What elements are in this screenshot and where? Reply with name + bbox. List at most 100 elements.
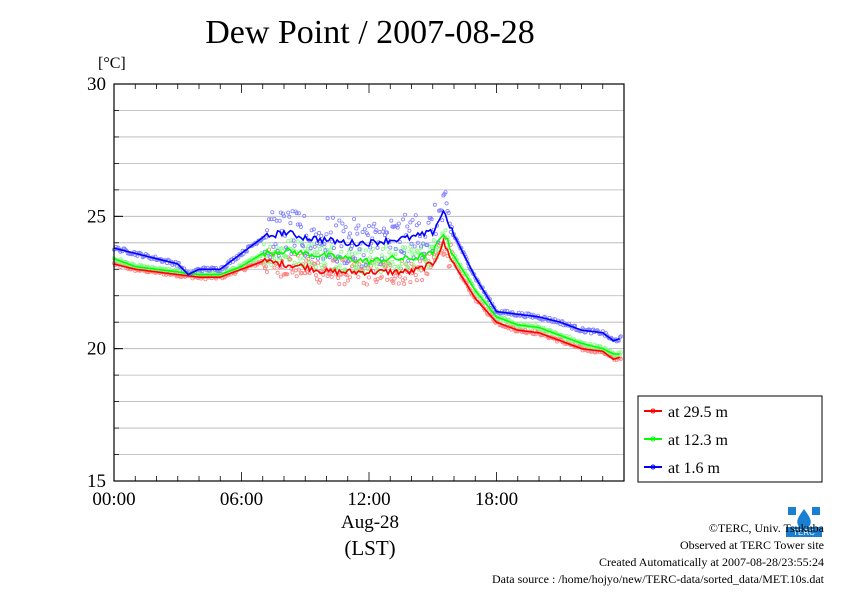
data-point [339,244,344,249]
data-point [353,256,358,261]
data-point [432,202,437,207]
data-point [323,262,328,267]
data-point [361,253,366,258]
data-point [329,274,334,279]
data-point [271,244,276,249]
data-point [405,224,410,229]
data-point [318,241,323,246]
data-point [298,224,303,229]
plot-frame [113,83,625,482]
data-point [393,246,398,251]
data-point [362,227,367,232]
legend-swatch-marker [650,464,656,470]
data-point [375,245,380,250]
data-point [334,223,339,228]
data-point [318,247,323,252]
data-point [355,231,360,236]
data-point [270,210,275,215]
data-point [396,281,401,286]
data-point [296,267,301,272]
data-point [379,253,384,258]
data-point [396,221,401,226]
data-point [353,251,358,256]
data-point [402,250,407,255]
data-point [400,245,405,250]
data-point [296,211,301,216]
data-point [328,230,333,235]
y-tick-label: 25 [87,206,106,227]
data-point [426,220,431,225]
data-point [355,263,360,268]
data-point [393,273,398,278]
data-point [417,259,422,264]
data-point [444,201,449,206]
data-point [423,234,428,239]
data-point [342,261,347,266]
data-point [368,245,373,250]
data-point [268,255,273,260]
data-point [290,270,295,275]
data-point [371,246,376,251]
data-point [380,229,385,234]
data-point [335,259,340,264]
data-point [346,235,351,240]
data-point [343,225,348,230]
data-point [325,216,330,221]
data-point [393,252,398,257]
data-point [262,261,267,266]
data-point [288,221,293,226]
series-line-0 [113,237,621,361]
data-point [328,248,333,253]
x-axis-unit-label: (LST) [344,536,396,560]
legend-box [637,395,823,483]
data-point [379,274,384,279]
data-point [313,265,318,270]
data-point [331,245,336,250]
data-point [373,277,378,282]
data-point [431,238,436,243]
data-point [429,217,434,222]
data-point [321,256,326,261]
x-tick-label: 00:00 [92,489,135,510]
data-point [294,274,299,279]
data-point [403,245,408,250]
data-point [323,248,328,253]
data-point [374,264,379,269]
x-tick-label: 12:00 [347,489,390,510]
data-point [408,280,413,285]
data-point [352,216,357,221]
y-tick-label: 20 [87,339,106,360]
credit-copyright: ©TERC, Univ. Tsukuba [708,521,824,535]
y-tick-label: 15 [87,471,106,492]
data-point [443,190,448,195]
data-point [408,220,413,225]
data-point [395,225,400,230]
data-point [302,213,307,218]
data-point [357,247,362,252]
x-tick-label: 06:00 [220,489,263,510]
data-point [303,246,308,251]
data-point [322,244,327,249]
data-point [342,282,347,287]
data-point [264,269,269,274]
data-point [310,262,315,267]
data-point [345,278,350,283]
data-point [314,277,319,282]
data-point [341,229,346,234]
data-point [447,263,452,268]
data-point [345,259,350,264]
data-point [374,228,379,233]
data-point [284,254,289,259]
terc-logo-icon: TERC [784,503,824,539]
data-point [291,238,296,243]
data-point [375,277,380,282]
chart-title: Dew Point / 2007-08-28 [205,14,535,51]
data-point [380,247,385,252]
data-point [381,264,386,269]
data-point [273,241,278,246]
data-point [354,226,359,231]
data-point [357,262,362,267]
data-point [381,226,386,231]
data-point [391,280,396,285]
